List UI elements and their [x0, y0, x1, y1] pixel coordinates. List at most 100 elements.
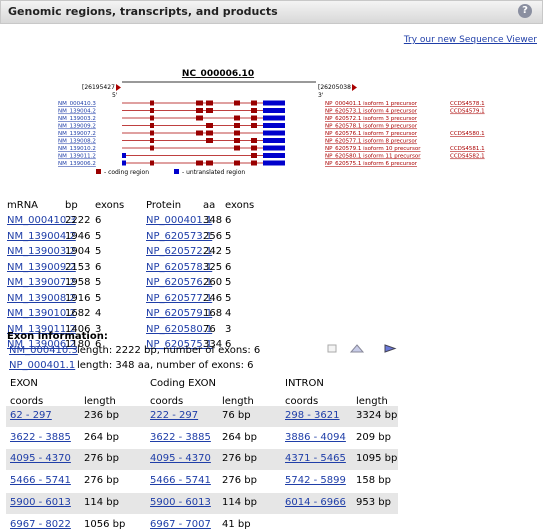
coords-link[interactable]: 4371 - 5465	[285, 453, 346, 465]
accession-link[interactable]: NM_139009.2	[7, 261, 76, 273]
column-header: coords	[150, 396, 184, 407]
accession-link[interactable]: NP_620575.1	[146, 339, 213, 350]
help-button[interactable]: ?	[518, 4, 532, 18]
protein-link[interactable]: NP_000401.1	[9, 360, 76, 371]
left-arrow[interactable]	[116, 84, 121, 91]
accession-link[interactable]: NP_620580.1	[146, 323, 213, 335]
transcript-label[interactable]: NM_139003.2	[58, 116, 96, 122]
nav-next[interactable]	[384, 344, 397, 353]
group-header: EXON	[10, 378, 38, 389]
length-cell: 41 bp	[222, 518, 251, 530]
coords-link[interactable]: 6014 - 6966	[285, 496, 346, 508]
product-label[interactable]: NP_620580.1 isoform 11 precursor	[325, 154, 421, 160]
accession-link[interactable]: NP_620576.1	[146, 277, 213, 288]
accession-link[interactable]: NM_139011.2	[7, 323, 76, 335]
accession-link[interactable]: NM_139004.2	[7, 230, 76, 242]
coords-link[interactable]: 5742 - 5899	[285, 475, 346, 487]
product-label[interactable]: NP_620572.1 isoform 3 precursor	[325, 116, 418, 122]
utr-exon	[263, 115, 285, 121]
accession-link[interactable]: NM_139007.2	[7, 277, 76, 288]
table-cell: 5	[95, 230, 102, 242]
ccds-label[interactable]: CCDS4581.1	[450, 146, 485, 152]
right-arrow[interactable]	[352, 84, 357, 91]
coords-link[interactable]: 3622 - 3885	[150, 431, 211, 443]
coords-link[interactable]: 3622 - 3885	[10, 431, 71, 443]
length-cell: 264 bp	[222, 431, 257, 443]
table-cell: 1946	[65, 230, 91, 242]
length-cell: 3324 bp	[356, 410, 398, 421]
coords-link[interactable]: 6967 - 7007	[150, 518, 211, 530]
transcript-label[interactable]: NM_139011.2	[58, 154, 96, 160]
column-header: length	[222, 396, 254, 407]
coding-exon	[206, 108, 213, 113]
row-background	[6, 449, 398, 471]
transcript-label[interactable]: NM_000410.3	[58, 101, 96, 107]
coords-link[interactable]: 5900 - 6013	[10, 496, 71, 508]
coords-link[interactable]: 4095 - 4370	[10, 453, 71, 465]
accession-link[interactable]: NP_000401.1	[146, 215, 213, 226]
table-cell: 1904	[65, 246, 91, 257]
transcript-label[interactable]: NM_139006.2	[58, 161, 96, 167]
length-cell: 76 bp	[222, 410, 251, 421]
accession-link[interactable]: NP_620579.1	[146, 308, 213, 319]
coding-exon	[251, 108, 257, 113]
nav-first[interactable]	[327, 344, 337, 353]
product-label[interactable]: NP_620578.1 isoform 9 precursor	[325, 124, 418, 130]
ccds-label[interactable]: CCDS4579.1	[450, 109, 485, 115]
viewer-link[interactable]: Try our new Sequence Viewer	[403, 35, 537, 45]
length-cell: 276 bp	[222, 453, 257, 465]
accession-link[interactable]: NP_620572.1	[146, 246, 213, 257]
nav-up[interactable]	[349, 344, 365, 353]
transcript-label[interactable]: NM_139007.2	[58, 131, 96, 137]
product-label[interactable]: NP_620573.1 isoform 4 precursor	[325, 109, 418, 115]
product-label[interactable]: NP_000401.1 isoform 1 precursor	[325, 101, 418, 107]
utr-exon	[263, 123, 285, 128]
coords-link[interactable]: 4095 - 4370	[150, 453, 211, 465]
coords-link[interactable]: 298 - 3621	[285, 410, 340, 421]
accession-link[interactable]: NP_620573.1	[146, 230, 213, 242]
column-header: bp	[65, 200, 78, 211]
coords-link[interactable]: 3886 - 4094	[285, 431, 346, 443]
legend-utr-swatch	[174, 169, 179, 174]
accession-link[interactable]: NP_620578.1	[146, 261, 213, 273]
accession-link[interactable]: NM_139010.2	[7, 308, 76, 319]
coords-link[interactable]: 6967 - 8022	[10, 518, 71, 530]
transcript-label[interactable]: NM_139004.2	[58, 109, 96, 115]
coding-exon	[251, 160, 257, 166]
coding-exon	[196, 115, 203, 121]
length-cell: 953 bp	[356, 496, 391, 508]
accession-link[interactable]: NM_000410.3	[7, 215, 76, 226]
accession-link[interactable]: NM_139008.2	[7, 292, 76, 304]
transcript-label[interactable]: NM_139008.2	[58, 139, 96, 145]
accession-link[interactable]: NM_139006.2	[7, 339, 76, 350]
utr-exon	[263, 153, 285, 158]
product-label[interactable]: NP_620575.1 isoform 6 precursor	[325, 161, 418, 167]
ccds-label[interactable]: CCDS4578.1	[450, 101, 485, 107]
coords-link[interactable]: 62 - 297	[10, 410, 52, 421]
mrna-link[interactable]: NM_000410.3	[9, 345, 78, 356]
table-cell: 256	[203, 230, 223, 242]
ccds-label[interactable]: CCDS4582.1	[450, 154, 485, 160]
accession-link[interactable]: NM_139003.2	[7, 246, 76, 257]
coords-link[interactable]: 5900 - 6013	[150, 496, 211, 508]
group-header: Coding EXON	[150, 378, 216, 389]
length-cell: 264 bp	[84, 431, 119, 443]
transcript-label[interactable]: NM_139009.2	[58, 124, 96, 130]
product-label[interactable]: NP_620577.1 isoform 8 precursor	[325, 139, 418, 145]
transcript-label[interactable]: NM_139010.2	[58, 146, 96, 152]
accession-link[interactable]: NP_620577.1	[146, 292, 213, 304]
coords-link[interactable]: 5466 - 5741	[150, 475, 211, 487]
accession-label[interactable]: NC_000006.10	[182, 69, 254, 79]
column-header: exons	[225, 200, 255, 211]
product-label[interactable]: NP_620576.1 isoform 7 precursor	[325, 131, 418, 137]
ccds-label[interactable]: CCDS4580.1	[450, 131, 485, 137]
nav-icons	[327, 344, 397, 353]
product-label[interactable]: NP_620579.1 isoform 10 precursor	[325, 146, 421, 152]
coords-link[interactable]: 5466 - 5741	[10, 475, 71, 487]
section-title: Genomic regions, transcripts, and produc…	[8, 5, 278, 18]
coding-exon	[150, 115, 154, 121]
coords-link[interactable]: 222 - 297	[150, 410, 199, 421]
table-cell: 4	[225, 308, 232, 319]
coding-exon	[150, 130, 154, 136]
